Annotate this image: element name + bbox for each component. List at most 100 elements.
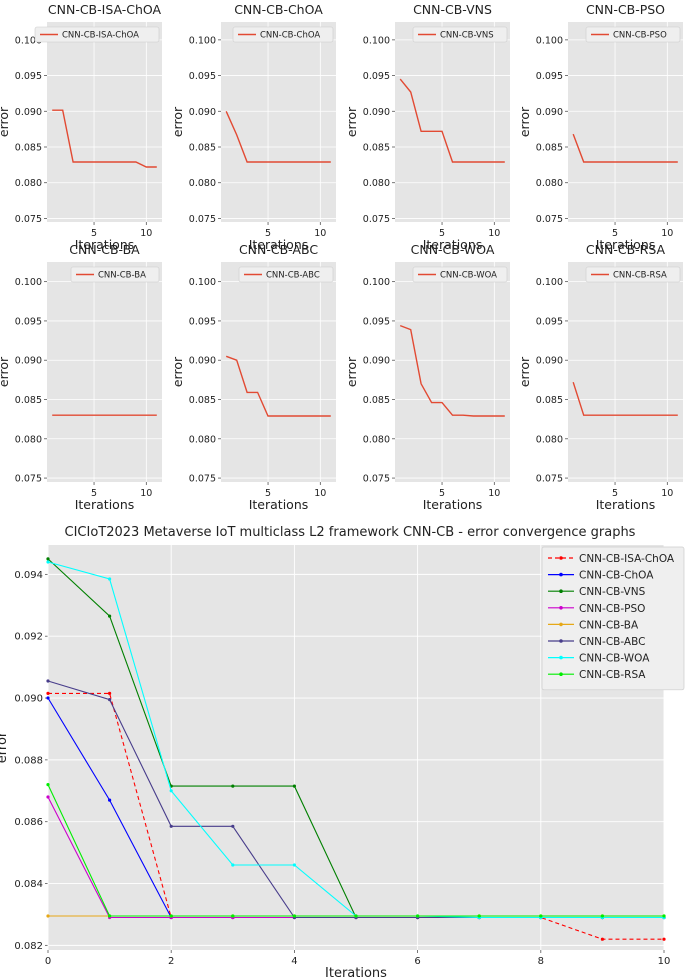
x-tick-label: 10 bbox=[314, 228, 326, 239]
y-axis-label: error bbox=[344, 356, 359, 387]
y-tick-label: 0.085 bbox=[363, 143, 390, 154]
x-tick-label: 10 bbox=[140, 228, 152, 239]
y-tick-label: 0.090 bbox=[536, 107, 563, 118]
y-axis-label: error bbox=[0, 731, 10, 763]
plot-background bbox=[395, 22, 510, 222]
y-axis-label: error bbox=[170, 106, 185, 137]
series-line bbox=[572, 381, 678, 416]
legend-label: CNN-CB-PSO bbox=[579, 603, 645, 615]
data-point bbox=[108, 691, 112, 696]
y-tick-label: 0.095 bbox=[15, 316, 42, 327]
data-point bbox=[46, 795, 50, 799]
chart-title: CNN-CB-WOA bbox=[411, 242, 495, 257]
y-tick-label: 0.082 bbox=[14, 941, 43, 952]
x-tick-label: 10 bbox=[488, 228, 500, 239]
x-tick-label: 0 bbox=[45, 956, 51, 967]
data-point bbox=[477, 914, 481, 918]
legend-label: CNN-CB-ABC bbox=[579, 636, 645, 648]
chart-title: CNN-CB-PSO bbox=[586, 2, 665, 17]
series-line bbox=[52, 109, 157, 168]
legend-label: CNN-CB-RSA bbox=[613, 271, 667, 281]
x-tick-label: 5 bbox=[265, 228, 271, 239]
y-tick-label: 0.084 bbox=[14, 879, 43, 890]
legend-box bbox=[585, 26, 681, 43]
data-point bbox=[108, 798, 112, 802]
data-point bbox=[108, 914, 112, 918]
panel-2: 0.075 0.080 0.085 0.090 0.095 0.100 5 10 CNN-CB-… bbox=[170, 2, 336, 252]
legend-box bbox=[34, 26, 160, 43]
x-tick-label: 5 bbox=[439, 488, 445, 499]
y-tick-label: 0.095 bbox=[536, 316, 563, 327]
y-tick-label: 0.085 bbox=[536, 395, 563, 406]
y-axis-label: error bbox=[344, 106, 359, 137]
legend-label: CNN-CB-VNS bbox=[579, 586, 646, 598]
x-tick-label: 5 bbox=[265, 488, 271, 499]
legend-box bbox=[70, 266, 160, 283]
y-tick-label: 0.100 bbox=[363, 277, 390, 288]
y-tick-label: 0.075 bbox=[189, 214, 216, 225]
y-tick-label: 0.075 bbox=[536, 474, 563, 485]
y-tick-label: 0.095 bbox=[189, 71, 216, 82]
x-tick-label: 10 bbox=[658, 956, 671, 967]
y-tick-label: 0.085 bbox=[15, 395, 42, 406]
panel-8: 0.075 0.080 0.085 0.090 0.095 0.100 5 10 CNN-CB-… bbox=[517, 242, 683, 512]
y-tick-label: 0.100 bbox=[189, 35, 216, 46]
data-point bbox=[662, 914, 666, 918]
legend-box bbox=[232, 26, 334, 43]
x-axis-label: Iterations bbox=[596, 237, 656, 252]
legend-box bbox=[412, 26, 508, 43]
x-axis-label: Iterations bbox=[75, 237, 135, 252]
data-point bbox=[169, 914, 173, 918]
x-tick-label: 5 bbox=[91, 228, 97, 239]
legend-box bbox=[238, 266, 334, 283]
legend-label: CNN-CB-BA bbox=[98, 271, 146, 281]
data-point bbox=[600, 914, 605, 918]
y-tick-label: 0.080 bbox=[363, 178, 390, 189]
plot-background bbox=[47, 22, 162, 222]
y-tick-label: 0.100 bbox=[189, 277, 216, 288]
x-tick-label: 5 bbox=[612, 488, 618, 499]
series-line bbox=[399, 324, 505, 417]
y-tick-label: 0.085 bbox=[363, 395, 390, 406]
data-point bbox=[292, 914, 296, 918]
panel-main: 0.082 0.084 0.086 0.088 0.090 0.092 0.094 0 2 4 6 8… bbox=[0, 525, 685, 978]
chart-title: CNN-CB-BA bbox=[69, 242, 140, 257]
y-tick-label: 0.095 bbox=[189, 316, 216, 327]
legend-marker bbox=[559, 589, 563, 593]
data-point bbox=[416, 914, 420, 918]
plot-background bbox=[221, 22, 336, 222]
y-tick-label: 0.086 bbox=[14, 817, 43, 828]
legend-marker bbox=[559, 672, 563, 676]
y-tick-label: 0.075 bbox=[15, 474, 42, 485]
y-tick-label: 0.075 bbox=[536, 214, 563, 225]
y-tick-label: 0.090 bbox=[189, 107, 216, 118]
legend-label: CNN-CB-ISA-ChOA bbox=[62, 31, 139, 41]
x-tick-label: 5 bbox=[612, 228, 618, 239]
legend-box bbox=[585, 266, 681, 283]
data-point bbox=[46, 696, 50, 700]
chart-title: CNN-CB-VNS bbox=[413, 2, 492, 17]
data-point bbox=[46, 691, 50, 696]
y-tick-label: 0.090 bbox=[536, 356, 563, 367]
legend-label: CNN-CB-PSO bbox=[613, 31, 667, 41]
y-tick-label: 0.095 bbox=[363, 316, 390, 327]
series-line bbox=[399, 78, 505, 163]
data-point bbox=[46, 914, 50, 918]
x-axis-label: Iterations bbox=[325, 966, 387, 978]
data-point bbox=[600, 937, 605, 941]
y-tick-label: 0.080 bbox=[15, 434, 42, 445]
y-tick-label: 0.095 bbox=[536, 71, 563, 82]
data-point bbox=[169, 789, 173, 793]
x-axis-label: Iterations bbox=[249, 497, 309, 512]
y-axis-label: error bbox=[0, 106, 11, 137]
x-axis-label: Iterations bbox=[75, 497, 135, 512]
panel-5: 0.075 0.080 0.085 0.090 0.095 0.100 5 10 CNN-CB-… bbox=[0, 242, 162, 512]
data-point bbox=[539, 914, 543, 918]
y-tick-label: 0.090 bbox=[15, 107, 42, 118]
y-tick-label: 0.075 bbox=[189, 474, 216, 485]
x-tick-label: 6 bbox=[414, 956, 420, 967]
series-line bbox=[225, 111, 331, 163]
y-tick-label: 0.075 bbox=[15, 214, 42, 225]
chart-title: CICIoT2023 Metaverse IoT multiclass L2 f… bbox=[65, 525, 636, 540]
x-tick-label: 10 bbox=[140, 488, 152, 499]
